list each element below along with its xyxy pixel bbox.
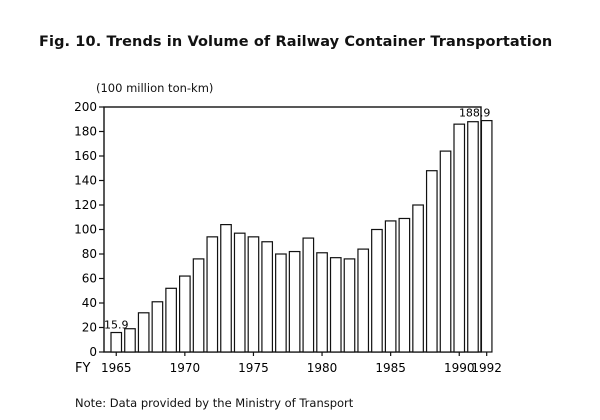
bar-1976 (261, 241, 274, 353)
y-tick-label: 60 (82, 272, 97, 286)
x-tick-label: 1965 (101, 361, 132, 375)
y-axis-unit-label: (100 million ton-km) (96, 81, 214, 95)
y-tick-label: 40 (82, 296, 97, 310)
x-axis-label: FY (75, 361, 90, 376)
y-tick-label: 140 (74, 174, 97, 188)
bar-1967 (137, 312, 150, 353)
y-tick-label: 160 (74, 149, 97, 163)
bar-1987 (412, 204, 424, 353)
bar-1971 (192, 258, 205, 353)
x-tick-label: 1990 (444, 361, 475, 375)
bar-1969 (165, 287, 177, 353)
bar-1979 (302, 237, 315, 353)
bar-1985 (384, 220, 397, 353)
chart-title: Fig. 10. Trends in Volume of Railway Con… (39, 34, 553, 50)
bar-1975 (247, 236, 260, 353)
x-tick-label: 1985 (375, 361, 406, 375)
bar-1977 (275, 253, 287, 353)
y-tick-label: 20 (82, 321, 97, 335)
y-tick-label: 180 (74, 125, 97, 139)
x-tick-label: 1980 (307, 361, 338, 375)
bar-1980 (316, 252, 328, 353)
data-label-1965: 15.9 (104, 319, 129, 332)
bar-1992 (480, 119, 493, 353)
bar-1972 (206, 236, 219, 353)
y-tick-label: 100 (74, 223, 97, 237)
x-tick-label: 1970 (170, 361, 201, 375)
bar-1966 (124, 328, 136, 353)
bar-1990 (453, 123, 466, 353)
bar-1968 (151, 301, 164, 353)
y-tick-label: 120 (74, 198, 97, 212)
y-tick-label: 0 (89, 345, 97, 359)
bar-1988 (425, 170, 438, 353)
y-tick-label: 200 (74, 100, 97, 114)
bar-1984 (371, 228, 383, 353)
bar-1965 (110, 331, 123, 353)
bar-1989 (439, 150, 452, 353)
data-label-1992: 188.9 (459, 107, 491, 120)
bar-1986 (398, 217, 411, 353)
bar-1970 (179, 275, 191, 353)
bar-1981 (329, 257, 342, 353)
bar-1974 (233, 232, 246, 353)
x-tick-label: 1975 (238, 361, 269, 375)
source-note: Note: Data provided by the Ministry of T… (75, 396, 354, 410)
bar-1982 (343, 258, 356, 353)
bar-1991 (467, 121, 479, 353)
y-tick-label: 80 (82, 247, 97, 261)
bar-1983 (357, 248, 370, 353)
bar-1978 (288, 250, 301, 353)
bar-1973 (220, 224, 232, 353)
x-tick-label: 1992 (471, 361, 502, 375)
